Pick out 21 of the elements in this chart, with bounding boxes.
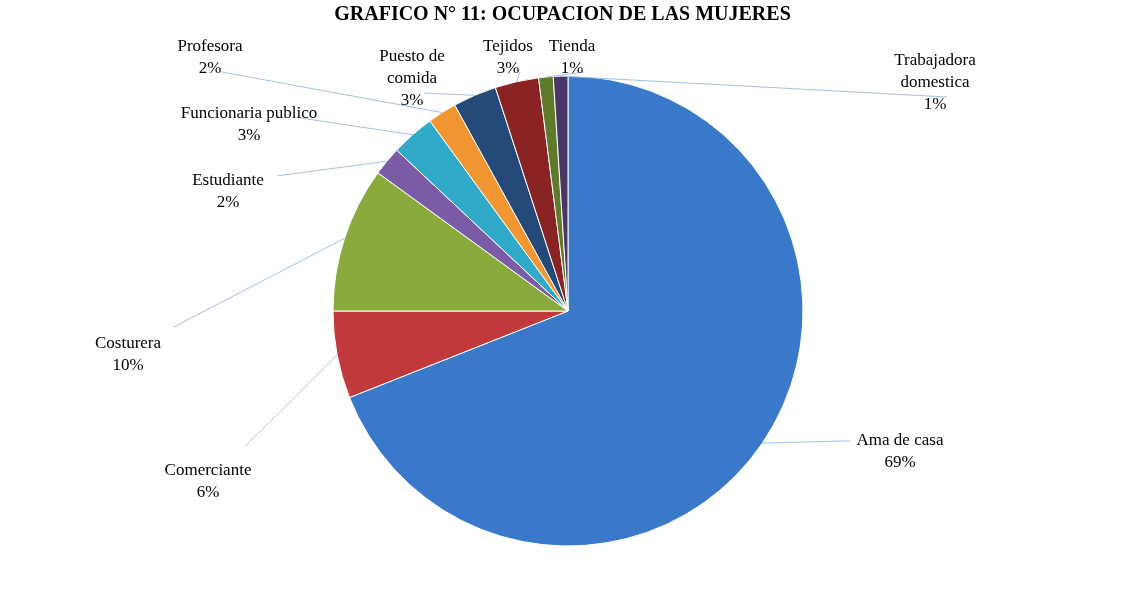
chart-title: GRAFICO N° 11: OCUPACION DE LAS MUJERES: [334, 2, 791, 24]
data-label: 6%: [196, 482, 220, 501]
data-label: 69%: [884, 452, 916, 471]
slice-label: Comerciante: [164, 460, 252, 479]
data-label: 3%: [237, 125, 261, 144]
slice-label: Funcionaria publico: [180, 103, 318, 122]
data-label: 1%: [560, 58, 584, 77]
slice-label: Puesto de comida: [379, 46, 445, 87]
slice-label: Costurera: [94, 333, 162, 352]
data-label: 2%: [216, 192, 240, 211]
data-label: 10%: [112, 355, 144, 374]
slice-label: Tejidos: [483, 36, 533, 55]
data-label: 3%: [496, 58, 520, 77]
slice-label: Trabajadora domestica: [894, 50, 977, 91]
data-label: 2%: [198, 58, 222, 77]
slice-label: Ama de casa: [856, 430, 944, 449]
slice-label: Tienda: [548, 36, 596, 55]
data-label: 3%: [400, 90, 424, 109]
data-label: 1%: [923, 94, 947, 113]
slice-label: Profesora: [177, 36, 244, 55]
slice-label: Estudiante: [192, 170, 264, 189]
